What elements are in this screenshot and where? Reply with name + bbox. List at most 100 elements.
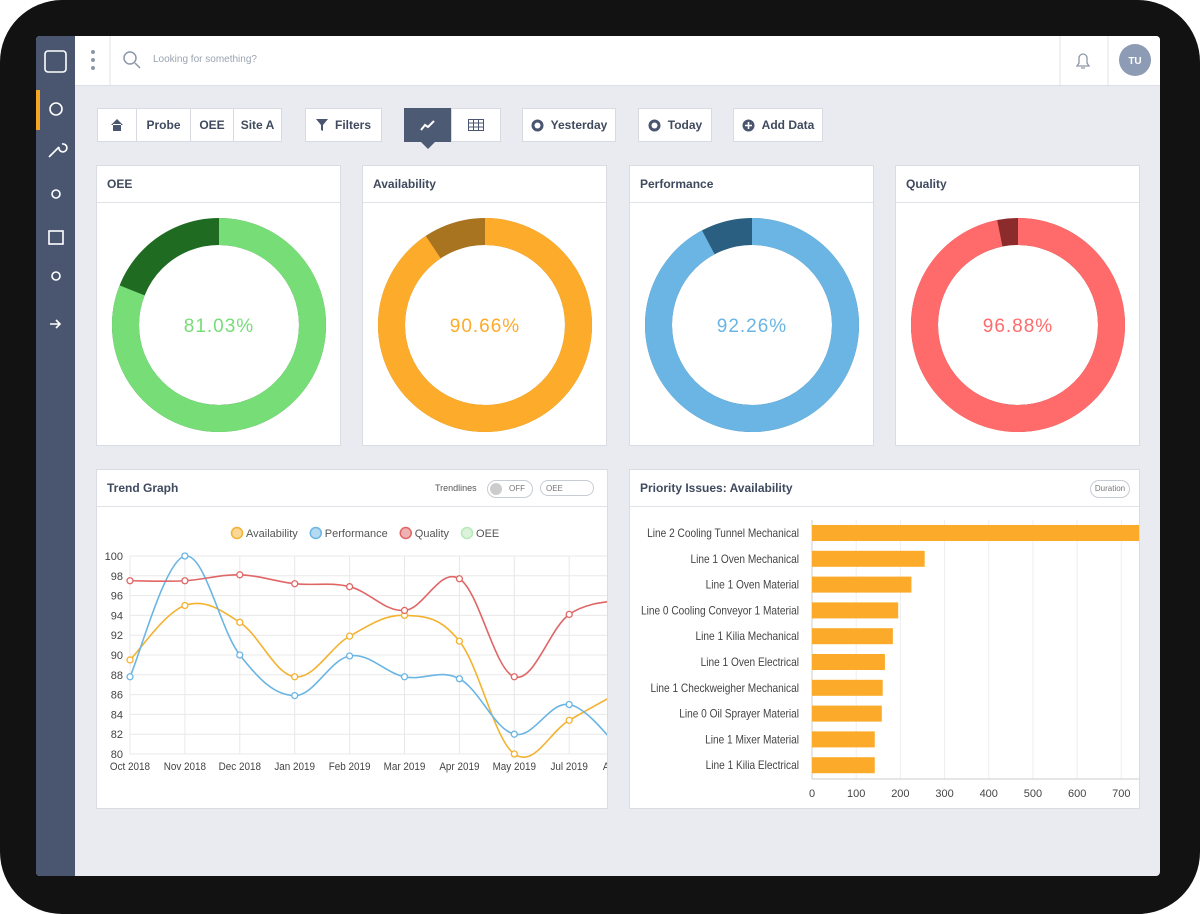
bar <box>812 602 899 619</box>
data-point <box>565 700 573 709</box>
data-point <box>126 656 134 664</box>
y-tick-label: 100 <box>105 551 123 563</box>
y-tick-label: Line 0 Cooling Conveyor 1 Material <box>641 605 799 618</box>
data-point <box>510 730 518 738</box>
y-tick-label: 84 <box>111 709 123 721</box>
panel-title: Priority Issues: Availability <box>640 481 793 495</box>
nav-icon[interactable] <box>51 189 61 199</box>
top-bar: TU Looking for something? <box>75 36 1160 86</box>
x-tick-label: Nov 2018 <box>164 762 207 774</box>
table-icon <box>468 119 484 131</box>
x-tick-label: Oct 2018 <box>110 762 150 774</box>
y-tick-label: Line 1 Mixer Material <box>705 734 799 747</box>
nav-icon[interactable] <box>48 230 64 245</box>
home-button[interactable] <box>97 108 137 142</box>
x-tick-label: Jul 2019 <box>551 762 589 774</box>
bar <box>812 576 912 593</box>
duration-button[interactable]: Duration <box>1090 480 1130 498</box>
data-point <box>400 606 409 615</box>
donut-arc <box>911 218 1125 432</box>
sidebar <box>36 36 75 876</box>
nav-icon[interactable] <box>48 143 68 158</box>
clock-icon <box>531 119 544 131</box>
x-tick-label: Dec 2018 <box>219 762 262 774</box>
toggle-label: OFF <box>509 484 525 493</box>
chart-icon <box>420 120 435 131</box>
breadcrumb[interactable]: Site A <box>233 108 282 142</box>
kpi-panel: OEE 81.03% <box>96 165 341 446</box>
nav-icon[interactable] <box>50 319 62 329</box>
legend-swatch <box>399 526 413 540</box>
x-tick-label: Feb 2019 <box>329 762 371 774</box>
nav-icon[interactable] <box>51 271 61 281</box>
y-tick-label: Line 1 Kilia Mechanical <box>696 631 799 644</box>
data-point <box>181 577 189 585</box>
donut-value: 81.03% <box>184 316 254 337</box>
data-point <box>126 673 134 681</box>
nav-icon[interactable] <box>49 102 63 116</box>
data-point <box>236 571 244 579</box>
y-tick-label: Line 1 Oven Electrical <box>701 656 799 669</box>
button-label: Filters <box>334 118 371 132</box>
button-label: Today <box>667 118 703 132</box>
data-point <box>345 583 354 591</box>
x-tick-label: 500 <box>1024 788 1042 800</box>
y-tick-label: 96 <box>111 591 123 603</box>
y-tick-label: 92 <box>111 630 123 642</box>
avatar-initials: TU <box>1128 56 1141 67</box>
menu-dot[interactable] <box>91 66 95 70</box>
data-point <box>181 601 189 610</box>
donut-chart: 92.26% <box>645 218 859 432</box>
y-tick-label: 90 <box>111 650 123 662</box>
yesterday-button[interactable]: Yesterday <box>522 108 616 142</box>
y-tick-label: 86 <box>111 690 123 702</box>
search-input[interactable]: Looking for something? <box>153 54 257 65</box>
avatar[interactable] <box>1119 44 1151 76</box>
x-tick-label: May 2019 <box>493 762 537 774</box>
y-tick-label: 98 <box>111 571 123 583</box>
add-data-button[interactable]: Add Data <box>733 108 823 142</box>
breadcrumb[interactable]: OEE <box>190 108 234 142</box>
bar <box>812 757 875 774</box>
data-point <box>291 673 299 681</box>
search-icon <box>134 62 141 69</box>
active-pointer <box>420 141 436 149</box>
kpi-panel: Availability 90.66% <box>362 165 607 446</box>
legend-swatch <box>309 526 323 540</box>
bell-icon[interactable] <box>1075 53 1091 69</box>
legend-swatch <box>460 526 474 540</box>
y-tick-label: Line 2 Cooling Tunnel Mechanical <box>647 527 799 540</box>
menu-dot[interactable] <box>91 50 95 54</box>
bar <box>812 628 893 645</box>
donut-chart: 96.88% <box>911 218 1125 432</box>
panel-title: Quality <box>896 166 1139 203</box>
x-tick-label: 200 <box>891 788 909 800</box>
logo-icon[interactable] <box>44 50 67 73</box>
search-icon <box>123 51 137 65</box>
priority-panel: Priority Issues: Availability Duration 0… <box>629 469 1140 809</box>
data-point <box>565 716 573 724</box>
y-tick-label: Line 1 Kilia Electrical <box>706 760 799 773</box>
donut-chart: 81.03% <box>112 218 326 432</box>
today-button[interactable]: Today <box>638 108 712 142</box>
table-view-button[interactable] <box>451 108 501 142</box>
x-tick-label: 400 <box>980 788 998 800</box>
breadcrumb[interactable]: Probe <box>136 108 191 142</box>
chart-view-button[interactable] <box>404 108 452 142</box>
data-point <box>455 575 464 583</box>
filters-button[interactable]: Filters <box>305 108 382 142</box>
donut-arc <box>378 218 592 432</box>
y-tick-label: 94 <box>111 610 123 622</box>
panel-title: Trend Graph <box>107 481 179 495</box>
x-tick-label: 600 <box>1068 788 1086 800</box>
bar <box>812 731 875 748</box>
trendlines-toggle[interactable]: OFF <box>487 480 533 498</box>
series-select[interactable]: OEE <box>540 480 594 496</box>
menu-dot[interactable] <box>91 58 95 62</box>
button-label: Add Data <box>761 118 815 132</box>
filter-icon <box>315 119 328 131</box>
data-point <box>455 637 464 645</box>
data-point <box>455 675 464 683</box>
donut-value: 92.26% <box>717 316 787 337</box>
